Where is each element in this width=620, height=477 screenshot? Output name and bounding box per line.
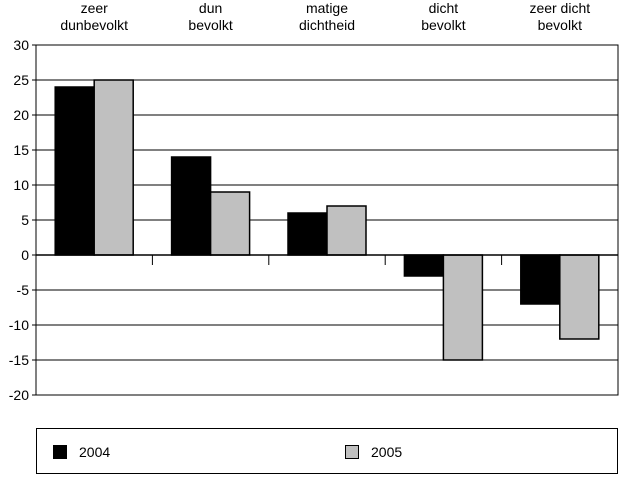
category-label: dichtheid [299,17,355,33]
category-label: bevolkt [421,17,465,33]
y-tick-label: 30 [13,37,29,53]
bar-2004 [287,212,328,256]
category-label: zeer dicht [529,0,590,16]
legend-item-2004: 2004 [53,444,110,460]
y-tick-label: 20 [13,107,29,123]
y-tick-label: 15 [13,142,29,158]
bar-2004 [54,86,95,256]
bar-2004 [520,254,561,305]
category-label: dun [199,0,222,16]
y-tick-label: 10 [13,177,29,193]
legend-swatch-2005 [345,445,359,459]
bar-2005 [209,191,251,256]
bars [54,79,600,361]
y-tick-label: 25 [13,72,29,88]
bar-2005 [559,254,600,340]
bar-2005 [326,205,367,256]
legend-item-2005: 2005 [345,444,402,460]
legend-label-2004: 2004 [79,444,111,460]
y-tick-label: 0 [21,247,29,263]
plot-frame [35,44,619,396]
legend-swatch-2004 [53,445,67,459]
y-tick-label: -15 [9,352,29,368]
y-tick-labels: 30 25 20 15 10 5 0 -5 -10 -15 -20 [9,37,29,403]
category-label: dunbevolkt [60,17,128,33]
category-label: bevolkt [188,17,232,33]
legend: 2004 2005 [36,428,618,474]
category-labels: zeerdunbevolktdunbevolktmatigedichtheidd… [60,0,590,33]
y-tick-label: -10 [9,317,29,333]
axes [32,44,619,396]
y-tick-label: -20 [9,387,29,403]
category-label: matige [306,0,348,16]
bar-2004 [170,156,212,256]
bar-2005 [442,254,484,361]
legend-label-2005: 2005 [371,444,403,460]
y-tick-label: 5 [21,212,29,228]
category-label: dicht [429,0,459,16]
bar-2005 [93,79,134,256]
category-label: zeer [81,0,109,16]
bar-2004 [403,254,445,277]
y-tick-label: -5 [17,282,30,298]
category-label: bevolkt [538,17,582,33]
